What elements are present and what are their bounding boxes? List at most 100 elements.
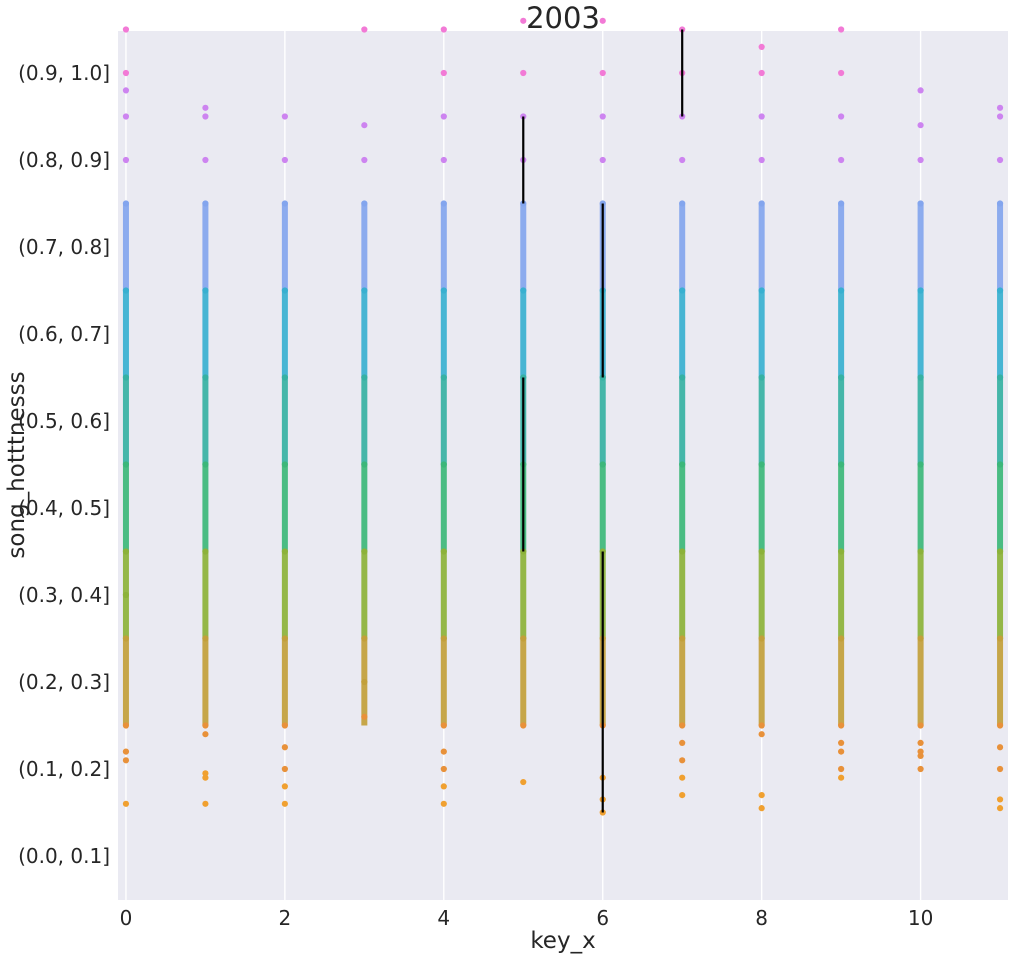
data-point [917,752,924,760]
data-point [520,778,527,786]
data-point [361,122,368,129]
data-point [440,113,447,120]
data-point [440,69,447,77]
y-tick-label: (0.8, 0.9] [18,148,110,172]
chart-title: 2003 [526,1,600,35]
data-point [917,87,924,94]
data-point [122,87,130,94]
data-point [281,287,288,294]
data-point [758,69,765,77]
y-axis-label: song_hotttnesss [4,371,30,558]
density-strip [838,638,845,726]
data-point [599,156,606,164]
density-strip [202,464,209,552]
data-point [202,113,209,120]
density-strip [917,464,924,552]
data-point [520,69,527,77]
y-tick-label: (0.7, 0.8] [18,235,110,259]
data-point [122,461,130,468]
data-point [122,591,130,599]
x-tick-label: 10 [908,906,933,930]
data-point [281,113,288,120]
density-strip [997,638,1004,726]
data-point [838,548,845,555]
data-point [679,792,686,799]
data-point [520,635,527,642]
data-point [122,26,130,33]
density-strip [122,377,129,465]
data-point [281,374,288,381]
data-point [361,635,368,642]
density-strip [440,464,447,552]
x-tick-label: 4 [437,906,450,930]
density-strip [281,551,288,639]
data-point [917,748,924,755]
density-strip [679,551,686,639]
data-point [679,374,686,381]
data-point [679,287,686,294]
data-point [996,104,1004,111]
data-point [996,722,1004,729]
density-strip [838,464,845,552]
density-strip [917,377,924,465]
data-point [917,739,924,747]
data-point [838,739,845,747]
density-strip [361,551,368,639]
data-point [838,26,845,33]
data-point [758,287,765,294]
density-strip [679,203,686,291]
data-point [917,635,924,642]
data-point [679,461,686,468]
density-strip [281,290,288,378]
data-point [122,548,130,555]
data-point [758,43,765,51]
data-point [758,200,765,207]
data-point [202,731,209,738]
data-point [440,287,447,294]
data-point [202,774,209,781]
density-strip [520,551,527,639]
data-point [996,765,1004,773]
data-point [202,800,209,807]
data-point [361,374,368,381]
data-point [202,104,209,111]
density-strip [997,551,1004,639]
density-strip [281,377,288,465]
x-tick-label: 6 [596,906,609,930]
y-tick-labels: (0.0, 0.1] (0.1, 0.2] (0.2, 0.3] (0.3, 0.4]… [18,61,110,868]
density-strip [440,377,447,465]
data-point [202,548,209,555]
y-tick-label: (0.3, 0.4] [18,583,110,607]
data-point [996,156,1004,164]
data-point [996,113,1004,120]
density-strip [997,290,1004,378]
data-point [917,722,924,729]
density-strip [599,464,606,552]
density-strip [917,290,924,378]
density-strip [917,551,924,639]
data-point [996,548,1004,555]
data-point [758,805,765,812]
data-point [917,122,924,129]
density-strip [202,377,209,465]
data-point [281,461,288,468]
data-point [440,635,447,642]
data-point [758,113,765,120]
data-point [281,635,288,642]
density-strip [758,290,765,378]
density-strip [679,464,686,552]
data-point [361,548,368,555]
data-point [440,461,447,468]
data-point [599,69,606,77]
data-strips [122,203,1004,726]
x-tick-label: 8 [755,906,768,930]
data-point [917,374,924,381]
density-strip [520,203,527,291]
data-point [440,548,447,555]
data-point [281,156,288,164]
data-point [122,748,130,755]
data-point [202,770,209,777]
density-strip [917,203,924,291]
data-point [281,783,288,790]
